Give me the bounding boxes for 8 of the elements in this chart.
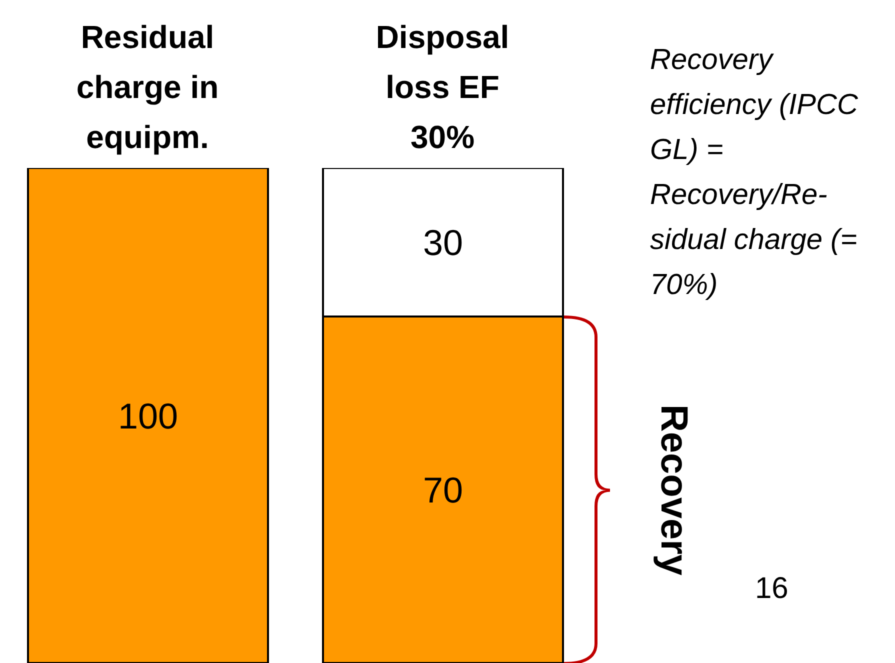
data-label: 100 xyxy=(118,395,178,436)
x-tick-label: Residual charge in equipm. xyxy=(76,19,219,155)
data-label: 70 xyxy=(422,470,464,511)
text: Recovery xyxy=(652,404,694,576)
x-tick-label: Disposal loss EF 30% xyxy=(376,19,510,155)
text: Recovery efficiency (IPCC GL) = Recovery/Re-sidual charge (= 70%) xyxy=(650,43,859,303)
text: 16 xyxy=(755,572,788,606)
data-label: 30 xyxy=(422,222,464,264)
